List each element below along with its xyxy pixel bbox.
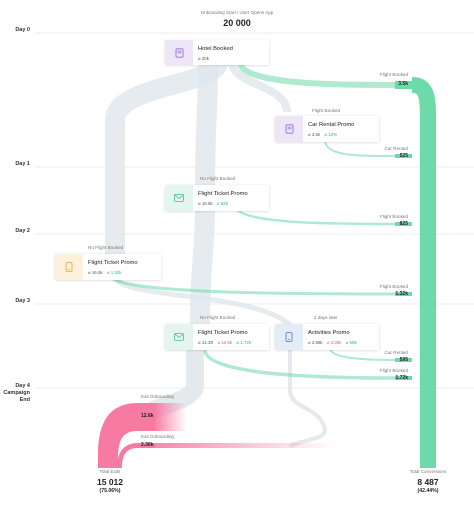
conv-marker-5: [395, 358, 412, 362]
activities-promo-card[interactable]: Activities Promo ⌀ 2.96k ⌀ 2.36k ⌀ 595: [275, 324, 379, 350]
hotel-icon: [165, 40, 193, 65]
conversion-value-6: 1.72k: [395, 375, 408, 381]
activities-card-title: Activities Promo: [308, 330, 350, 336]
exit-label-2: Exit Onboarding: [141, 434, 174, 439]
flight-ticket-promo-card-1[interactable]: Flight Ticket Promo ⌀ 16.5k ⌀ 825: [165, 185, 269, 211]
total-exits-label: Total Exits: [99, 469, 121, 474]
flow-activities-to-exit: [288, 350, 328, 448]
activities-card-stat-conv: ⌀ 595: [345, 339, 357, 345]
exit-value-2: 2.36k: [141, 442, 154, 448]
exit-marker-1: [138, 403, 155, 431]
flight3-card-stat-exit: ⌀ 12.6k: [217, 339, 233, 345]
car-rental-promo-card[interactable]: Car Rental Promo ⌀ 3.5k ⌀ 12%: [275, 116, 379, 142]
car-card-title: Car Rental Promo: [308, 122, 355, 128]
car-card-caption: Flight Booked: [312, 108, 341, 113]
flight3-card-title: Flight Ticket Promo: [198, 330, 248, 336]
hotel-booked-card[interactable]: Hotel Booked ⌀ 20k: [165, 40, 269, 65]
conversion-markers: [395, 81, 412, 380]
conversion-value-4: 1.32k: [395, 291, 408, 297]
onboarding-start-caption: Onboarding Start / User Opens App: [200, 10, 274, 15]
mail-icon: [165, 324, 193, 350]
exit-fade-2: [155, 443, 335, 448]
day-label-4: Day 4: [15, 383, 30, 389]
conversion-value-1: 3.5k: [398, 81, 408, 87]
day-label-1: Day 1: [15, 161, 30, 167]
flight1-card-stat-conv: ⌀ 825: [216, 200, 229, 206]
flight-ticket-promo-card-2[interactable]: Flight Ticket Promo ⌀ 16.5k ⌀ 1.32k: [55, 254, 161, 280]
conv-marker-1: [395, 81, 412, 89]
flight2-card-title: Flight Ticket Promo: [88, 260, 138, 266]
hotel-card-stat: ⌀ 20k: [198, 55, 209, 61]
conversion-label-4: Flight Booked: [379, 284, 408, 289]
activities-card-stat-exit: ⌀ 2.36k: [326, 339, 342, 345]
conversion-label-2: Car Rented: [384, 146, 409, 151]
car-card-stat-conv: ⌀ 12%: [324, 131, 338, 137]
conversion-label-1: Flight Booked: [379, 72, 408, 77]
conversion-label-6: Flight Booked: [379, 368, 408, 373]
flight-ticket-promo-card-3[interactable]: Flight Ticket Promo ⌀ 14.3S ⌀ 12.6k ⌀ 1.…: [165, 324, 269, 350]
phone-icon: [275, 324, 303, 350]
day-label-2: Day 2: [15, 228, 30, 234]
flight2-card-stat-conv: ⌀ 1.32k: [106, 269, 122, 275]
flow-hotel-to-flight1: [195, 61, 218, 186]
flight1-card-title: Flight Ticket Promo: [198, 191, 248, 197]
flow-total-conversions: [411, 77, 436, 468]
total-conversions-value: 8 487: [417, 477, 439, 487]
exit-flows: [98, 403, 335, 468]
onboarding-start-total: 20 000: [223, 18, 251, 28]
conv-marker-3: [395, 222, 412, 226]
conversion-value-2: 525: [399, 153, 408, 159]
exit-stream-2: [117, 443, 138, 468]
car-card-stat-sent: ⌀ 3.5k: [308, 131, 321, 137]
total-exits-value: 15 012: [97, 477, 123, 487]
conv-marker-2: [395, 154, 412, 158]
total-conversions-label: Total Conversions: [409, 469, 447, 474]
exit-marker-2: [138, 443, 155, 448]
total-conversions-percent: (42.44%): [417, 488, 439, 494]
flight2-card-stat-sent: ⌀ 16.5k: [88, 269, 103, 275]
car-icon: [275, 116, 303, 142]
flight1-card-caption: No Flight Booked: [200, 176, 236, 181]
exit-label-1: Exit Onboarding: [141, 394, 174, 399]
flight3-card-caption: No Flight Booked: [200, 315, 236, 320]
conv-marker-6: [395, 376, 412, 380]
exit-stream-1: [98, 403, 138, 468]
flight1-card-stat-sent: ⌀ 16.5k: [198, 200, 213, 206]
day-label-campaign: Campaign: [3, 390, 30, 396]
total-exits-percent: (75.06%): [99, 488, 121, 494]
hotel-card-title: Hotel Booked: [198, 46, 233, 52]
flow-hotel-to-car: [228, 61, 291, 113]
flow-conv-1: [237, 61, 396, 88]
flight3-card-stat-conv: ⌀ 1.72k: [236, 339, 252, 345]
flow-conv-6: [203, 349, 396, 380]
flight3-card-stat-sent: ⌀ 14.3S: [198, 339, 214, 345]
conv-marker-4: [395, 292, 412, 296]
flow-flight3-to-exit: [144, 350, 204, 420]
flight2-card-caption: No Flight Booked: [88, 245, 124, 250]
day-label-0: Day 0: [15, 27, 30, 33]
phone-icon: [55, 254, 83, 280]
day-label-end: End: [19, 397, 30, 403]
day-label-3: Day 3: [15, 298, 30, 304]
activities-card-caption: 2 days later: [314, 315, 338, 320]
exit-fade-1: [155, 403, 185, 431]
flow-flight1-to-flight3: [190, 204, 215, 331]
flow-conv-2: [324, 139, 396, 157]
activities-card-stat-sent: ⌀ 2.96k: [308, 339, 323, 345]
conversion-label-3: Flight Booked: [379, 214, 408, 219]
conversion-label-5: Car Rented: [384, 350, 409, 355]
mail-icon: [165, 185, 193, 211]
gray-flows: [105, 58, 328, 448]
flow-conv-5: [329, 347, 396, 361]
exit-value-1: 12.6k: [141, 413, 154, 419]
green-flows: [108, 61, 436, 468]
flow-conv-4: [108, 274, 396, 296]
conversion-value-5: 595: [399, 357, 408, 363]
conversion-value-3: 825: [399, 221, 408, 227]
